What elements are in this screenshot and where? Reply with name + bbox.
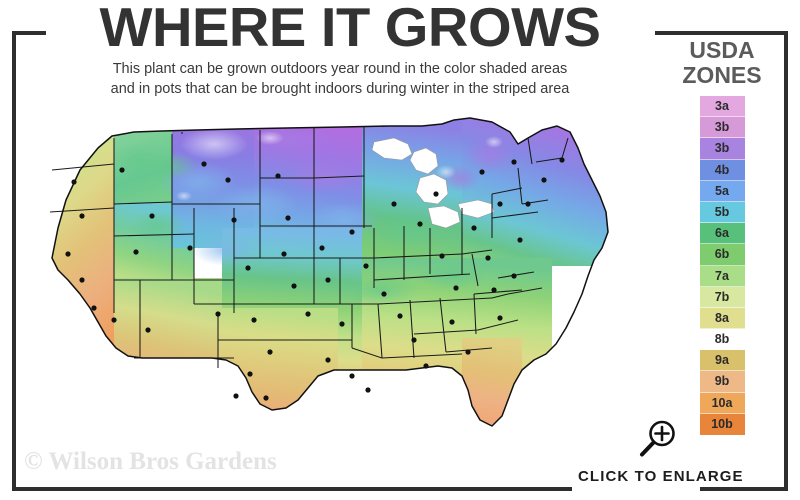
- legend-swatch-9b-13: 9b: [699, 371, 745, 393]
- map-national-outline: [51, 117, 609, 427]
- legend-swatch-9a-12: 9a: [699, 350, 745, 372]
- frame-top-left-segment: [12, 31, 46, 35]
- legend-swatch-3b-2: 3b: [699, 138, 745, 160]
- watermark: © Wilson Bros Gardens: [24, 448, 277, 475]
- legend-swatch-7a-8: 7a: [699, 265, 745, 287]
- legend-swatch-3b-1: 3b: [699, 117, 745, 139]
- click-to-enlarge-control[interactable]: CLICK TO ENLARGE: [578, 418, 744, 485]
- magnifier-plus-icon[interactable]: [635, 418, 681, 460]
- map-landmass: [49, 117, 609, 427]
- map-region-southwest: [114, 278, 234, 388]
- legend-title-line-2: ZONES: [682, 62, 762, 88]
- legend-swatch-6a-6: 6a: [699, 223, 745, 245]
- subtitle-line-2: and in pots that can be brought indoors …: [110, 81, 570, 97]
- frame-right-segment: [784, 31, 788, 491]
- legend-swatch-6b-7: 6b: [699, 244, 745, 266]
- legend-swatch-4b-3: 4b: [699, 159, 745, 181]
- map-region-pacific: [52, 118, 118, 378]
- legend-swatch-5a-4: 5a: [699, 180, 745, 202]
- map-city-markers: [65, 157, 565, 401]
- frame-bottom-right-segment: [700, 487, 788, 491]
- map-great-lakes-water: [371, 137, 495, 229]
- legend-swatch-8a-10: 8a: [699, 307, 745, 330]
- legend-swatch-10a-14: 10a: [699, 392, 745, 414]
- page-title: WHERE IT GROWS: [99, 0, 601, 58]
- frame-left-segment: [12, 31, 16, 491]
- frame-bottom-left-segment: [12, 487, 572, 491]
- legend-title-line-1: USDA: [689, 37, 755, 63]
- legend-swatch-3a-0: 3a: [699, 96, 745, 118]
- legend-title: USDA ZONES: [662, 38, 782, 88]
- legend-swatch-list: 3a 3b 3b 4b 5a 5b 6a 6b 7a 7b 8a 8b 9a 9b 10a 10b: [699, 96, 745, 435]
- click-to-enlarge-label[interactable]: CLICK TO ENLARGE: [578, 468, 744, 485]
- frame-top-right-segment: [655, 31, 788, 35]
- map-state-borders: [49, 127, 569, 368]
- subtitle: This plant can be grown outdoors year ro…: [30, 59, 650, 99]
- legend-swatch-7b-9: 7b: [699, 286, 745, 308]
- legend-swatch-10b-15: 10b: [699, 413, 745, 435]
- subtitle-line-1: This plant can be grown outdoors year ro…: [112, 61, 568, 77]
- us-map-svg[interactable]: [22, 108, 642, 448]
- usda-hardiness-zone-map[interactable]: [22, 108, 642, 448]
- legend-swatch-8b-11: 8b: [699, 329, 745, 351]
- legend: USDA ZONES 3a 3b 3b 4b 5a 5b 6a 6b 7a 7b 8a 8b 9a 9b 1…: [662, 38, 782, 435]
- legend-swatch-5b-5: 5b: [699, 201, 745, 224]
- map-region-texas: [218, 308, 338, 418]
